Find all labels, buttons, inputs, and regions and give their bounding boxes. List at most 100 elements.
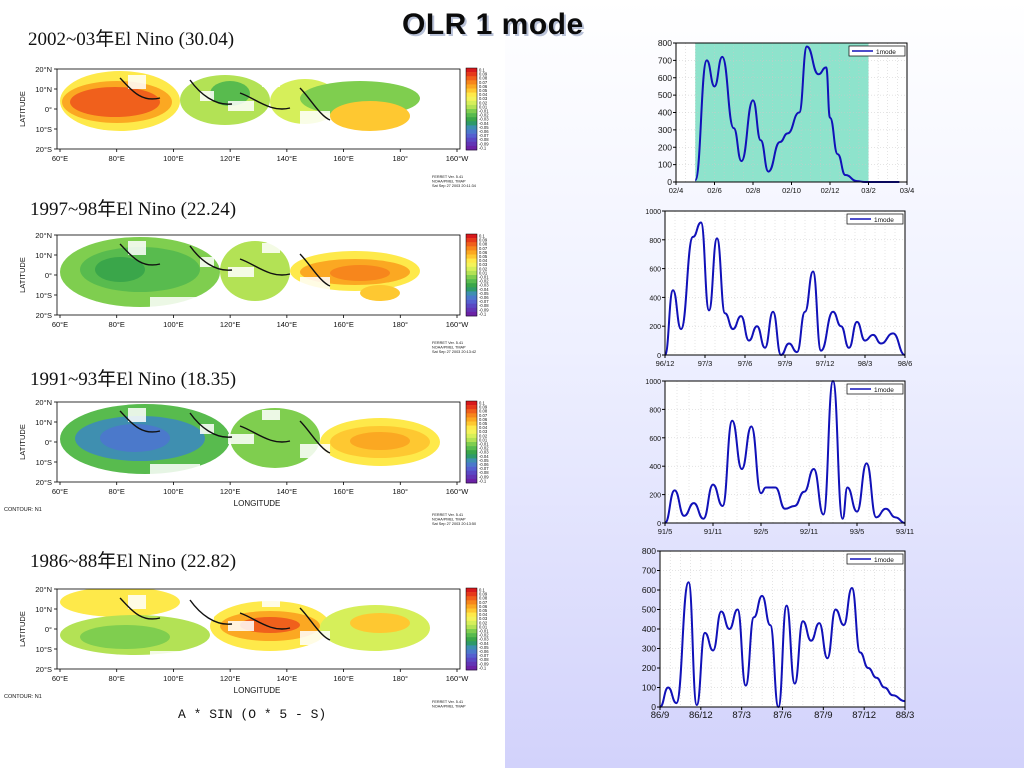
lat-tick-label: 0° [45, 271, 52, 280]
colorbar-label: 0.02 [479, 266, 488, 271]
lat-tick-label: 0° [45, 438, 52, 447]
lon-tick-label: 80°E [109, 487, 125, 496]
colorbar-swatch [466, 600, 477, 605]
y-tick-label: 200 [649, 324, 661, 331]
colorbar-swatch [466, 254, 477, 259]
anomaly-blob [210, 81, 250, 106]
x-tick-label: 02/8 [746, 186, 761, 195]
ferret-org: NOAA/PMEL TMAP [432, 180, 466, 184]
lat-tick-label: 20°S [36, 478, 52, 487]
colorbar-swatch [466, 287, 477, 292]
lon-tick-label: 120°E [220, 487, 241, 496]
x-tick-label: 97/3 [698, 359, 713, 368]
x-tick-label: 91/11 [704, 527, 722, 536]
lat-tick-label: 20°N [35, 231, 52, 240]
colorbar-label: 0.03 [479, 96, 488, 101]
lat-tick-label: 10°S [36, 458, 52, 467]
plot-frame [664, 380, 906, 524]
y-tick-label: 500 [658, 90, 672, 100]
colorbar-label: -0.1 [479, 478, 487, 483]
x-tick-label: 87/6 [773, 710, 792, 721]
legend-label: 1mode [874, 387, 894, 394]
colorbar-label: -0.05 [479, 458, 489, 463]
colorbar-swatch [466, 588, 477, 593]
colorbar-label: -0.07 [479, 653, 489, 658]
colorbar-swatch [466, 458, 477, 463]
colorbar-swatch [466, 262, 477, 268]
colorbar-swatch [466, 283, 477, 288]
colorbar-frame [465, 587, 478, 671]
colorbar-swatch [466, 100, 477, 106]
colorbar-swatch [466, 596, 477, 601]
lon-tick-label: 180° [393, 154, 409, 163]
land-mask [150, 297, 200, 313]
olr-map-1997: 20°N 10°N 0° 10°S 20°S LATITUDE 60°E 80°E 100°E 1… [18, 231, 489, 354]
colorbar-label: 0.08 [479, 242, 488, 247]
colorbar-swatch [466, 295, 477, 300]
colorbar-label: 0.1 [479, 401, 485, 406]
colorbar-label: -0.06 [479, 462, 489, 467]
land-mask [262, 597, 280, 607]
y-tick-label: 400 [649, 295, 661, 302]
y-tick-label: 600 [649, 436, 661, 443]
colorbar-label: 0.08 [479, 596, 488, 601]
land-mask [262, 410, 280, 420]
colorbar-swatch [466, 145, 477, 151]
anomaly-blob [220, 241, 290, 301]
anomaly-blob [350, 613, 410, 633]
colorbar-label: 0.1 [479, 234, 485, 239]
ferret-org: NOAA/PMEL TMAP [432, 346, 466, 350]
y-tick-label: 0 [657, 521, 661, 528]
colorbar-swatch [466, 405, 477, 410]
colorbar-label: -0.07 [479, 466, 489, 471]
y-tick-label: 400 [642, 624, 656, 634]
map-ylabel: LATITUDE [18, 91, 27, 127]
y-tick-label: 300 [642, 644, 656, 654]
colorbar-swatch [466, 401, 477, 406]
lon-tick-label: 180° [393, 674, 409, 683]
colorbar-swatch [466, 425, 477, 430]
colorbar-swatch [466, 592, 477, 597]
ferret-version: FERRET Ver. 5.41 [432, 513, 463, 517]
land-mask [200, 257, 214, 267]
colorbar-label: -0.1 [479, 665, 487, 670]
lon-tick-label: 140°E [277, 674, 298, 683]
formula-text: A * SIN (O * 5 - S) [178, 707, 327, 722]
map-xlabel: LONGITUDE [234, 686, 281, 695]
colorbar-label: -0.05 [479, 125, 489, 130]
x-tick-label: 98/3 [858, 359, 873, 368]
lon-tick-label: 160°E [333, 487, 354, 496]
colorbar-label: -0.06 [479, 129, 489, 134]
x-tick-label: 97/9 [778, 359, 793, 368]
legend-box [846, 383, 904, 395]
anomaly-blob [60, 589, 180, 617]
lon-tick-label: 160°W [446, 674, 470, 683]
legend-box [846, 553, 904, 565]
x-tick-label: 97/6 [738, 359, 753, 368]
lon-tick-label: 60°E [52, 487, 68, 496]
ferret-version: FERRET Ver. 5.41 [432, 175, 463, 179]
y-tick-label: 1000 [645, 209, 661, 216]
colorbar-label: -0.08 [479, 303, 489, 308]
colorbar-label: 0.09 [479, 238, 488, 243]
colorbar-label: 0.07 [479, 80, 488, 85]
colorbar-swatch [466, 76, 477, 81]
colorbar-swatch [466, 125, 477, 130]
y-tick-label: 100 [642, 683, 656, 693]
legend-label: 1mode [874, 557, 894, 564]
colorbar-swatch [466, 649, 477, 654]
colorbar-swatch [466, 429, 477, 435]
colorbar-swatch [466, 109, 477, 114]
coastline [119, 597, 331, 641]
y-tick-label: 200 [649, 493, 661, 500]
colorbar-swatch [466, 238, 477, 243]
lon-tick-label: 180° [393, 320, 409, 329]
anomaly-blob [70, 87, 160, 117]
lon-tick-label: 140°E [277, 154, 298, 163]
slide-title: OLR 1 mode [402, 8, 584, 41]
colorbar-swatch [466, 608, 477, 613]
lon-tick-label: 100°E [163, 320, 184, 329]
colorbar-label: 0.08 [479, 76, 488, 81]
land-mask [150, 651, 200, 667]
colorbar-swatch [466, 454, 477, 459]
